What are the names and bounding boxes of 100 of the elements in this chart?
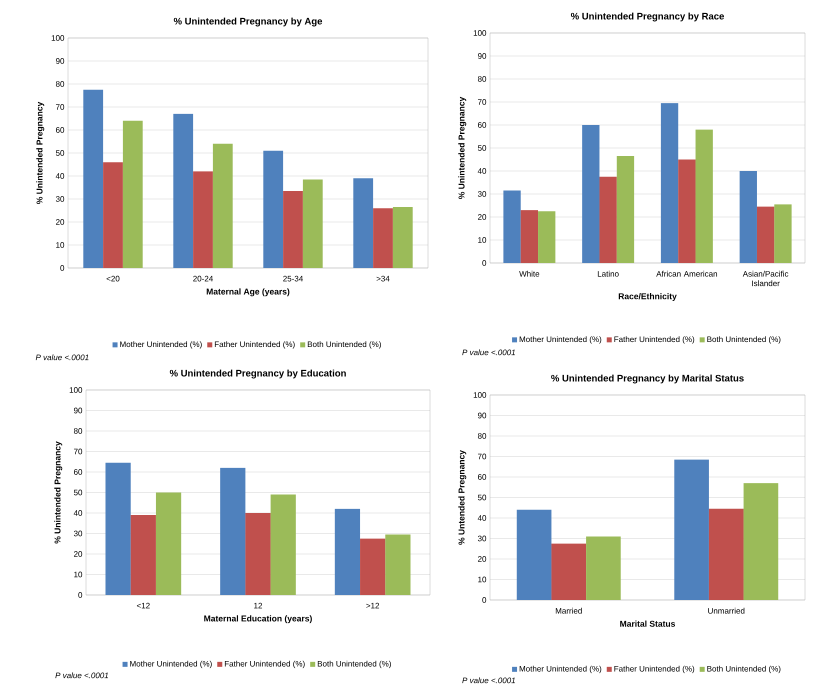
y-axis-title: % Untended Pregnancy (458, 450, 466, 545)
x-tick-label: 12 (254, 602, 262, 608)
bar (520, 210, 538, 263)
y-tick-label: 80 (478, 433, 486, 439)
legend-label: Mother Unintended (%) (130, 660, 212, 668)
x-tick-label: African American (656, 270, 718, 277)
legend-label: Father Unintended (%) (214, 341, 295, 349)
legend-label: Both Unintended (%) (707, 666, 780, 674)
bar (193, 171, 213, 268)
x-tick-label: >12 (366, 602, 380, 608)
y-tick-label: 50 (74, 490, 82, 496)
legend-label: Both Unintended (%) (707, 336, 780, 344)
y-tick-label: 30 (478, 191, 486, 197)
y-tick-label: 50 (478, 494, 486, 500)
y-tick-label: 70 (478, 454, 486, 460)
text: P value <.0001 (462, 677, 515, 684)
y-tick-label: 10 (478, 237, 486, 243)
y-tick-label: 70 (74, 448, 82, 454)
bar (392, 207, 413, 268)
y-tick-label: 90 (478, 53, 486, 59)
bar (373, 208, 393, 268)
bar (353, 178, 374, 268)
x-tick-label: Unmarried (708, 608, 744, 614)
bar (708, 508, 744, 600)
bar (582, 124, 600, 263)
text: P value <.0001 (462, 349, 515, 356)
y-tick-label: 40 (56, 173, 64, 179)
bar (360, 538, 386, 595)
bar (599, 176, 617, 263)
bar (774, 204, 792, 263)
bar (678, 159, 696, 263)
y-axis-title: % Unintended Pregnancy (36, 102, 44, 204)
y-tick-label: 70 (56, 104, 64, 110)
bar (302, 179, 323, 268)
bar (696, 130, 713, 263)
bar (503, 190, 521, 263)
bar (551, 544, 586, 600)
bar (212, 144, 233, 268)
x-axis-title: Maternal Education (years) (204, 615, 312, 624)
x-tick-label: 25-34 (283, 276, 303, 282)
text: P value <.0001 (55, 672, 108, 678)
bar (220, 468, 246, 595)
bar (103, 162, 123, 268)
y-tick-label: 70 (478, 99, 486, 105)
x-axis-title: Maternal Age (years) (206, 288, 290, 296)
bar (245, 513, 271, 595)
x-tick-label: <20 (106, 276, 120, 282)
bar (334, 508, 360, 595)
chart-title: % Unintended Pregnancy by Age (174, 18, 322, 26)
bar (660, 103, 678, 263)
y-axis-title: % Unintended Pregnancy (54, 441, 62, 544)
legend-label: Father Unintended (%) (224, 660, 305, 668)
bar (538, 211, 556, 263)
y-tick-label: 90 (74, 408, 82, 414)
x-axis-title: Race/Ethnicity (618, 293, 677, 301)
y-tick-label: 10 (478, 576, 486, 582)
x-tick-label: Latino (598, 270, 619, 277)
y-tick-label: 80 (56, 81, 64, 87)
bar (156, 492, 182, 595)
bar (130, 515, 156, 595)
y-tick-label: 60 (74, 469, 82, 475)
legend-label: Mother Unintended (%) (520, 666, 602, 674)
x-tick-label: Married (556, 608, 582, 614)
legend-label: Mother Unintended (%) (520, 336, 602, 344)
x-tick-label: Asian/Pacific Islander (742, 270, 788, 286)
bar (516, 510, 552, 600)
chart-title: % Unintended Pregnancy by Marital Status (551, 374, 744, 384)
bar (674, 460, 709, 600)
chart-title: % Unintended Pregnancy by Education (170, 370, 346, 378)
y-tick-label: 40 (478, 168, 486, 174)
bar (263, 150, 284, 268)
x-tick-label: White (519, 270, 540, 277)
bar (756, 206, 774, 263)
legend-label: Both Unintended (%) (308, 341, 381, 349)
bar (744, 483, 778, 600)
y-tick-label: 10 (74, 572, 82, 578)
y-tick-label: 20 (478, 214, 486, 220)
bar (173, 114, 194, 268)
y-tick-label: 0 (78, 592, 82, 598)
x-tick-label: 20-24 (193, 276, 213, 282)
bar (122, 120, 143, 268)
y-tick-label: 20 (74, 551, 82, 557)
bar (385, 534, 411, 595)
y-tick-label: 60 (56, 127, 64, 133)
y-tick-label: 60 (478, 474, 486, 480)
legend-label: Mother Unintended (%) (120, 341, 202, 349)
y-tick-label: 100 (474, 392, 486, 398)
y-tick-label: 30 (478, 536, 486, 542)
y-tick-label: 20 (478, 556, 486, 562)
y-tick-label: 60 (478, 122, 486, 128)
y-tick-label: 50 (56, 150, 64, 156)
x-axis-title: Marital Status (620, 620, 676, 627)
y-tick-label: 0 (482, 260, 486, 266)
legend-label: Father Unintended (%) (614, 666, 694, 674)
y-axis-title: % Unintended Pregnancy (458, 96, 466, 200)
bar (83, 90, 104, 268)
y-tick-label: 80 (478, 76, 486, 82)
y-tick-label: 100 (70, 387, 82, 393)
y-tick-label: 0 (60, 265, 64, 271)
y-tick-label: 30 (74, 530, 82, 536)
